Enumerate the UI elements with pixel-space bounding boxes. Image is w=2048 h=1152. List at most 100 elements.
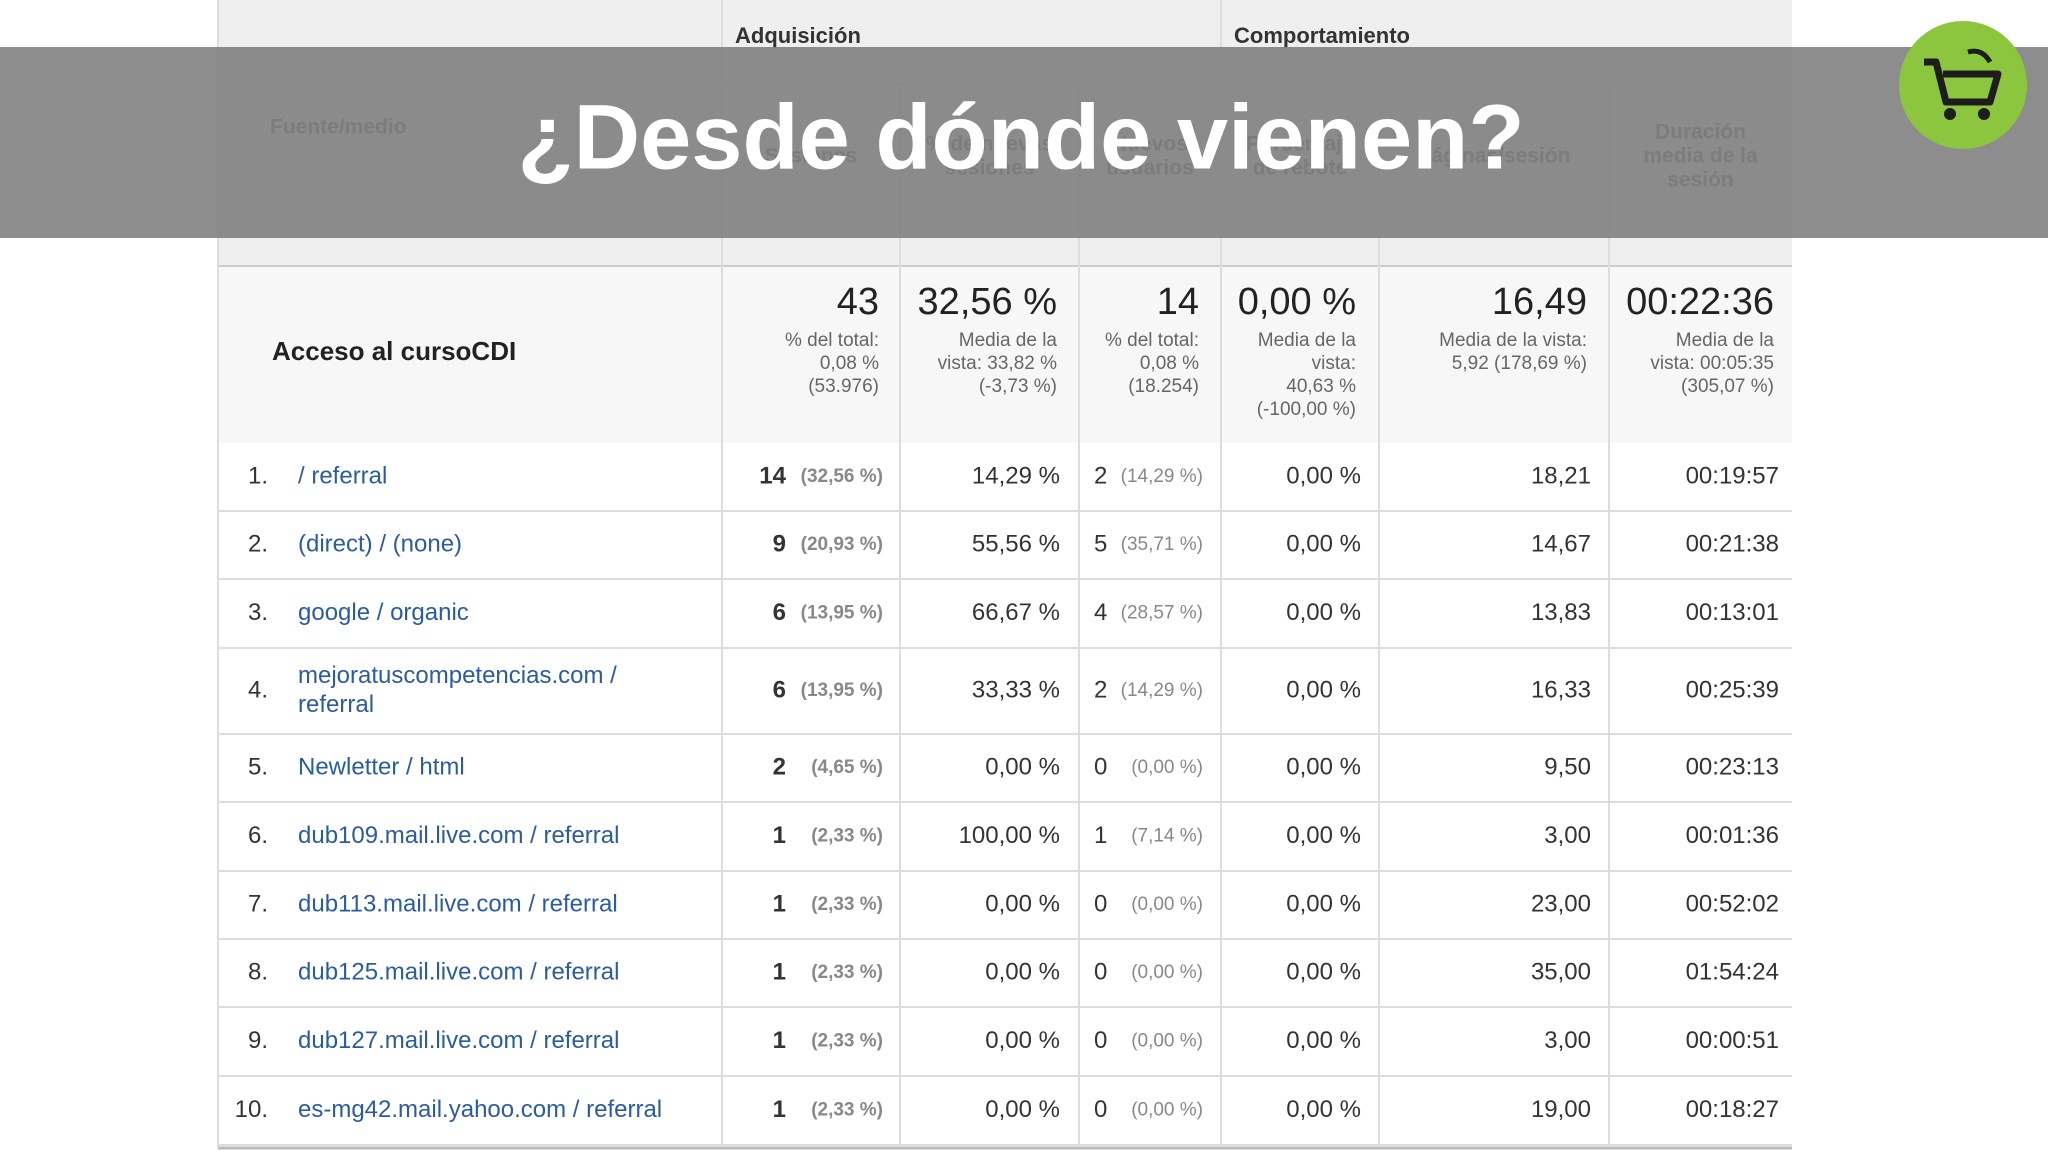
source-link[interactable]: / referral xyxy=(298,462,387,489)
summary-note: % del total: xyxy=(785,330,879,351)
avg-duration: 00:19:57 xyxy=(1686,462,1779,489)
pages-per-session: 3,00 xyxy=(1544,822,1591,849)
row-index: 9. xyxy=(248,1027,268,1054)
pages-per-session: 16,33 xyxy=(1531,676,1591,703)
source-link[interactable]: Newletter / html xyxy=(298,753,465,780)
summary-note: 40,63 % xyxy=(1286,376,1356,397)
new-sessions-pct: 66,67 % xyxy=(972,599,1060,626)
bounce-rate: 0,00 % xyxy=(1286,753,1361,780)
row-index: 2. xyxy=(248,530,268,557)
summary-value: 43 xyxy=(837,281,879,323)
row-index: 7. xyxy=(248,890,268,917)
new-users: 2 xyxy=(1094,676,1107,703)
bounce-rate: 0,00 % xyxy=(1286,599,1361,626)
avg-duration: 00:52:02 xyxy=(1686,890,1779,917)
source-link[interactable]: dub113.mail.live.com / referral xyxy=(298,890,618,917)
summary-value: 14 xyxy=(1157,281,1199,323)
summary-note: 5,92 (178,69 %) xyxy=(1452,353,1587,374)
sessions: 1 xyxy=(773,822,786,849)
cart-circle[interactable] xyxy=(1899,21,2027,149)
bounce-rate: 0,00 % xyxy=(1286,1096,1361,1123)
sessions: 1 xyxy=(773,1096,786,1123)
bounce-rate: 0,00 % xyxy=(1286,890,1361,917)
bounce-rate: 0,00 % xyxy=(1286,958,1361,985)
new-sessions-pct: 0,00 % xyxy=(985,958,1060,985)
avg-duration: 00:18:27 xyxy=(1686,1096,1779,1123)
row-index: 10. xyxy=(235,1096,268,1123)
cart-button[interactable] xyxy=(1899,21,2027,149)
source-link[interactable]: (direct) / (none) xyxy=(298,530,462,557)
sessions: 1 xyxy=(773,958,786,985)
rows-bg xyxy=(218,443,1792,1145)
pages-per-session: 14,67 xyxy=(1531,530,1591,557)
summary-value: 16,49 xyxy=(1492,281,1587,323)
new-users: 4 xyxy=(1094,599,1107,626)
new-sessions-pct: 0,00 % xyxy=(985,1027,1060,1054)
summary-note: 0,08 % xyxy=(1140,353,1199,374)
bounce-rate: 0,00 % xyxy=(1286,676,1361,703)
sessions: 6 xyxy=(773,676,786,703)
sessions: 1 xyxy=(773,1027,786,1054)
new-users-pct: (14,29 %) xyxy=(1121,466,1203,487)
sessions: 1 xyxy=(773,890,786,917)
sessions-pct: (2,33 %) xyxy=(811,962,883,983)
group-header: Comportamiento xyxy=(1234,23,1410,48)
row-index: 6. xyxy=(248,822,268,849)
summary-note: (-3,73 %) xyxy=(979,376,1057,397)
summary-note: vista: 33,82 % xyxy=(938,353,1057,374)
sessions-pct: (2,33 %) xyxy=(811,1031,883,1052)
bounce-rate: 0,00 % xyxy=(1286,462,1361,489)
bounce-rate: 0,00 % xyxy=(1286,822,1361,849)
sessions: 14 xyxy=(759,462,786,489)
row-index: 1. xyxy=(248,462,268,489)
new-users-pct: (35,71 %) xyxy=(1121,534,1203,555)
summary-note: 0,08 % xyxy=(820,353,879,374)
avg-duration: 00:13:01 xyxy=(1686,599,1779,626)
summary-value: 00:22:36 xyxy=(1626,281,1774,323)
source-link[interactable]: dub109.mail.live.com / referral xyxy=(298,822,619,849)
source-link[interactable]: mejoratuscompetencias.com / xyxy=(298,662,617,689)
sessions-pct: (2,33 %) xyxy=(811,894,883,915)
summary-label: Acceso al cursoCDI xyxy=(272,336,516,366)
summary-value: 0,00 % xyxy=(1238,281,1356,323)
source-link[interactable]: dub127.mail.live.com / referral xyxy=(298,1027,619,1054)
new-users-pct: (7,14 %) xyxy=(1131,826,1203,847)
source-link[interactable]: google / organic xyxy=(298,599,469,626)
bounce-rate: 0,00 % xyxy=(1286,530,1361,557)
new-sessions-pct: 100,00 % xyxy=(959,822,1060,849)
new-users-pct: (0,00 %) xyxy=(1131,962,1203,983)
summary-note: Media de la xyxy=(1258,330,1357,351)
sessions-pct: (13,95 %) xyxy=(801,603,883,624)
summary-note: (305,07 %) xyxy=(1681,376,1774,397)
new-users: 0 xyxy=(1094,1027,1107,1054)
sessions-pct: (2,33 %) xyxy=(811,826,883,847)
sessions-pct: (4,65 %) xyxy=(811,757,883,778)
new-sessions-pct: 33,33 % xyxy=(972,676,1060,703)
summary-note: (18.254) xyxy=(1128,376,1199,397)
new-users-pct: (14,29 %) xyxy=(1121,680,1203,701)
sessions: 9 xyxy=(773,530,786,557)
row-index: 4. xyxy=(248,676,268,703)
cart-wheel xyxy=(1944,108,1956,120)
new-sessions-pct: 0,00 % xyxy=(985,890,1060,917)
new-users: 0 xyxy=(1094,958,1107,985)
new-sessions-pct: 14,29 % xyxy=(972,462,1060,489)
source-link[interactable]: es-mg42.mail.yahoo.com / referral xyxy=(298,1096,662,1123)
pages-per-session: 19,00 xyxy=(1531,1096,1591,1123)
new-users: 0 xyxy=(1094,753,1107,780)
sessions-pct: (32,56 %) xyxy=(801,466,883,487)
cart-wheel xyxy=(1978,108,1990,120)
summary-note: (53.976) xyxy=(808,376,879,397)
cart-arrow xyxy=(1967,48,1993,64)
source-link[interactable]: referral xyxy=(298,691,374,718)
new-users-pct: (0,00 %) xyxy=(1131,894,1203,915)
pages-per-session: 23,00 xyxy=(1531,890,1591,917)
source-link[interactable]: dub125.mail.live.com / referral xyxy=(298,958,619,985)
bounce-rate: 0,00 % xyxy=(1286,1027,1361,1054)
table: AdquisiciónComportamientoFuente/medioSes… xyxy=(218,0,1792,1146)
summary-note: % del total: xyxy=(1105,330,1199,351)
pages-per-session: 18,21 xyxy=(1531,462,1591,489)
banner-title: ¿Desde dónde vienen? xyxy=(517,86,1524,188)
new-users: 5 xyxy=(1094,530,1107,557)
